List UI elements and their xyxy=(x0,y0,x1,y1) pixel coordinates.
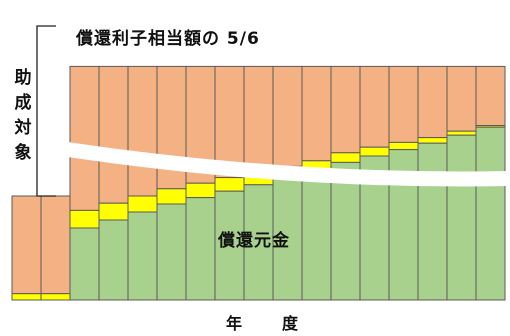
grant-interest-segment xyxy=(40,195,71,295)
bar-segment-yellow xyxy=(156,188,187,205)
bar-segment-principal xyxy=(156,203,187,301)
bar-segment-interest xyxy=(127,65,158,197)
bar-segment-principal xyxy=(301,171,332,301)
bar-segment-interest xyxy=(475,65,506,127)
subsidy-target-label: 助 成 対 象 xyxy=(10,66,36,166)
bar-segment-principal xyxy=(98,219,129,301)
bar-segment-yellow xyxy=(330,152,361,163)
bar-segment-interest xyxy=(446,65,477,132)
bar-segment-principal xyxy=(127,211,158,301)
bar-segment-principal xyxy=(214,190,245,301)
bar-segment-interest xyxy=(359,65,390,148)
bar-segment-principal xyxy=(417,142,448,301)
principal-label: 償還元金 xyxy=(218,231,290,251)
subsidy-target-char: 対 xyxy=(14,118,32,138)
bar-segment-yellow xyxy=(127,195,158,213)
grant-yellow-segment xyxy=(11,293,42,301)
bar-segment-interest xyxy=(98,65,129,204)
axis-break-band xyxy=(0,131,510,187)
subsidy-target-char: 象 xyxy=(14,143,32,163)
grant-interest-segment xyxy=(11,195,42,295)
interest-label: 償還利子相当額の 5/6 xyxy=(76,29,260,49)
bar-segment-principal xyxy=(475,126,506,301)
bar-segment-interest xyxy=(417,65,448,139)
bar-segment-yellow xyxy=(185,182,216,199)
bar-segment-interest xyxy=(272,65,303,167)
bar-segment-yellow xyxy=(359,146,390,157)
bar-segment-principal xyxy=(243,184,274,301)
bar-segment-interest xyxy=(243,65,274,173)
bar-segment-yellow xyxy=(214,177,245,192)
bar-segment-yellow xyxy=(417,137,448,144)
bar-segment-interest xyxy=(69,65,100,211)
bar-segment-principal xyxy=(446,134,477,301)
bar-segment-yellow xyxy=(388,141,419,151)
subsidy-target-char: 助 xyxy=(14,68,32,88)
bar-segment-yellow xyxy=(98,202,129,221)
bar-segment-interest xyxy=(301,65,332,162)
bar-segment-yellow xyxy=(69,209,100,229)
bar-segment-principal xyxy=(185,197,216,301)
bar-segment-interest xyxy=(388,65,419,143)
grant-yellow-segment xyxy=(40,293,71,301)
bar-segment-interest xyxy=(330,65,361,154)
bar-segment-principal xyxy=(330,161,361,301)
subsidy-target-char: 成 xyxy=(14,93,32,113)
x-axis-label: 年 度 xyxy=(226,314,311,333)
bar-segment-yellow xyxy=(446,130,477,136)
bar-segment-principal xyxy=(69,227,100,301)
bracket-line xyxy=(36,25,56,197)
